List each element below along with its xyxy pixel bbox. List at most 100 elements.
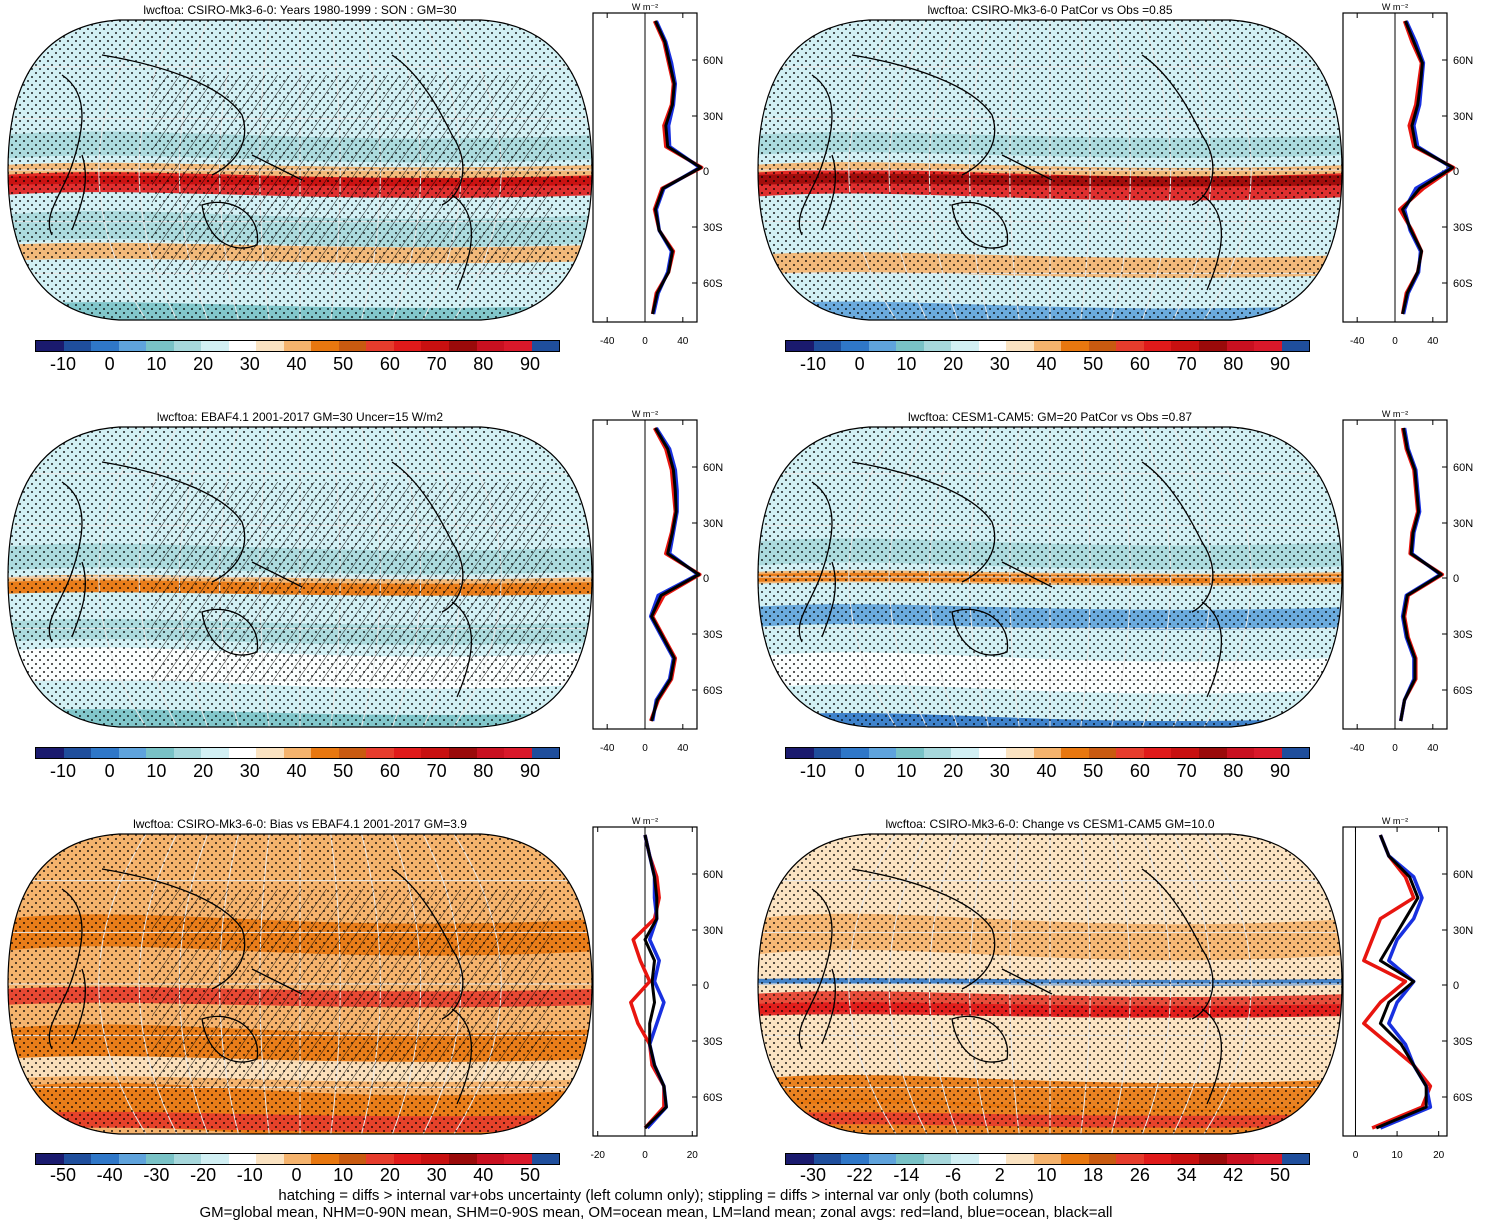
colorbar-swatch [1254,1154,1282,1164]
colorbar-swatch [173,748,202,758]
colorbar-label: -30 [799,1165,827,1185]
lat-tick-label: 0 [1453,573,1459,585]
colorbar-label: 0 [104,354,115,374]
lat-tick-label: 30N [703,925,723,937]
colorbar-label: 50 [333,354,354,374]
colorbar-swatch [91,341,119,351]
colorbar-swatch [393,748,422,758]
colorbar-label: -40 [96,1165,123,1185]
colorbar-swatch [421,748,449,758]
profile-unit-label: W m⁻² [1382,816,1408,826]
colorbar-label: -20 [190,1165,217,1185]
all-zonal-curve [651,20,703,315]
x-tick-label: 20 [1433,1150,1445,1161]
colorbar-label: 18 [1083,1165,1104,1185]
land-zonal-curve [650,20,704,315]
profile-unit-label: W m⁻² [632,816,658,826]
colorbar-swatch [118,748,147,758]
map-outline [7,426,593,728]
colorbar-label: 80 [1223,761,1244,781]
colorbar-label: -10 [236,1165,263,1185]
colorbar-swatch [228,748,257,758]
colorbar-label: 30 [426,1165,447,1185]
x-tick-label: 0 [642,336,648,347]
colorbar-swatch [421,341,449,351]
colorbar-swatch [1088,748,1117,758]
colorbar-swatch [504,341,532,351]
colorbar-swatch [841,748,869,758]
zonal-mean-profile: W m⁻² -40 0 40 60N 30N 0 30S 60S [592,2,723,347]
land-zonal-curve [1397,20,1456,315]
stippling [758,834,1342,1134]
lat-tick-label: 30N [703,111,723,123]
colorbar-swatch [1088,1154,1117,1164]
colorbar-swatch [504,1154,532,1164]
colorbar-swatch [338,748,367,758]
colorbar-swatch [978,341,1007,351]
colorbar-swatch [786,748,814,758]
zonal-mean-profile: W m⁻² -40 0 40 60N 30N 0 30S 60S [592,409,723,754]
lat-tick-label: 60N [1453,869,1473,881]
lat-tick-label: 60S [703,1092,723,1104]
footer-line-2: GM=global mean, NHM=0-90N mean, SHM=0-90… [199,1204,1113,1221]
colorbar-label: 60 [379,761,400,781]
colorbar-swatch [1226,748,1255,758]
colorbar [35,747,560,759]
colorbar-label: -14 [893,1165,920,1185]
colorbar-swatch [421,1154,449,1164]
x-tick-label: 0 [642,743,648,754]
colorbar-label: 50 [1083,354,1104,374]
colorbar-swatch [366,1154,394,1164]
colorbar-swatch [36,1154,64,1164]
colorbar [35,1153,560,1165]
ocean-zonal-curve [651,20,702,315]
colorbar-swatch [1281,748,1310,758]
colorbar-label: 20 [379,1165,400,1185]
colorbar-label: 20 [193,761,214,781]
lat-tick-label: 60N [703,462,723,474]
ocean-zonal-curve [1398,427,1443,722]
footer-note: hatching = diffs > internal var+obs unce… [0,1187,1312,1221]
colorbar-label: 50 [1269,1165,1291,1185]
colorbar-label: 80 [1223,354,1244,374]
panel-title: lwcftoa: CSIRO-Mk3-6-0: Years 1980-1999 … [143,3,457,17]
lat-tick-label: 0 [703,166,709,178]
colorbar-swatch [1226,341,1255,351]
land-zonal-curve [629,834,666,1130]
colorbar-swatch [1198,341,1227,351]
colorbar-swatch [1143,1154,1172,1164]
colorbar-swatch [1143,341,1172,351]
all-zonal-curve [1401,20,1455,315]
x-tick-label: -20 [591,1150,606,1161]
colorbar-label: 80 [473,761,494,781]
colorbar-label: 60 [1129,354,1150,374]
colorbar-label: 70 [1176,354,1197,374]
colorbar-swatch [283,341,312,351]
colorbar-swatch [868,1154,897,1164]
lat-tick-label: 30S [703,1036,723,1048]
colorbar-swatch [1116,341,1144,351]
colorbar-label: 20 [943,354,964,374]
colorbar-swatch [1226,1154,1255,1164]
panel-title: lwcftoa: CSIRO-Mk3-6-0: Change vs CESM1-… [885,817,1215,831]
lat-tick-label: 30N [1453,518,1473,530]
colorbar-label: 40 [473,1165,494,1185]
map-outline [757,833,1343,1135]
colorbar-swatch [1061,1154,1089,1164]
robinson-map [7,833,593,1135]
lat-tick-label: 30S [703,222,723,234]
colorbar-label: 10 [896,761,917,781]
colorbar-swatch [1171,748,1199,758]
colorbar-swatch [896,1154,924,1164]
colorbar-swatch [283,748,312,758]
colorbar-swatch [228,341,257,351]
colorbar-label: 60 [379,354,400,374]
robinson-map [757,833,1343,1135]
colorbar-swatch [173,1154,202,1164]
x-tick-label: 0 [1392,336,1398,347]
colorbar-label: 0 [291,1165,302,1185]
panel-title: lwcftoa: CSIRO-Mk3-6-0: Bias vs EBAF4.1 … [133,817,467,831]
colorbar-label: -30 [143,1165,170,1185]
panel-title: lwcftoa: CESM1-CAM5: GM=20 PatCor vs Obs… [907,410,1193,424]
colorbar-swatch [256,1154,284,1164]
